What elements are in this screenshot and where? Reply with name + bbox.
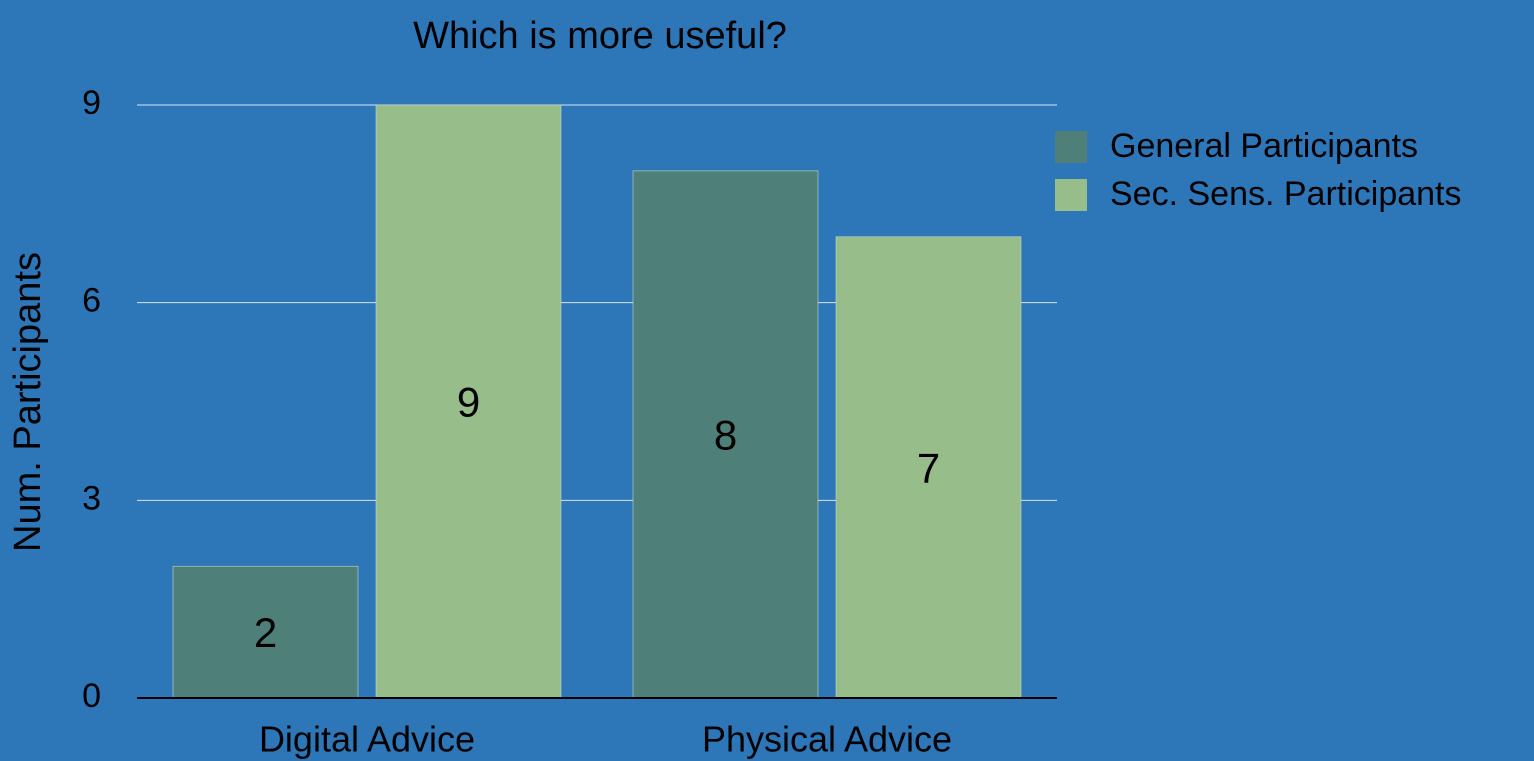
data-label: 2 xyxy=(254,609,277,656)
y-axis-label: Num. Participants xyxy=(7,252,49,552)
legend-swatch xyxy=(1055,131,1087,163)
bar xyxy=(632,170,819,699)
y-tick-label: 9 xyxy=(82,84,101,122)
data-label: 8 xyxy=(714,412,737,459)
legend-label: Sec. Sens. Participants xyxy=(1110,175,1462,213)
x-tick-label: Physical Advice xyxy=(702,719,952,760)
bar xyxy=(172,565,359,699)
data-label: 7 xyxy=(917,444,940,491)
x-tick-label: Digital Advice xyxy=(259,719,475,760)
y-tick-label: 0 xyxy=(82,677,101,715)
bar xyxy=(835,236,1022,699)
chart-title: Which is more useful? xyxy=(413,15,787,57)
y-tick-label: 6 xyxy=(82,282,101,320)
legend-swatch xyxy=(1055,179,1087,211)
legend-label: General Participants xyxy=(1110,127,1418,165)
data-label: 9 xyxy=(457,379,480,426)
y-tick-label: 3 xyxy=(82,479,101,517)
